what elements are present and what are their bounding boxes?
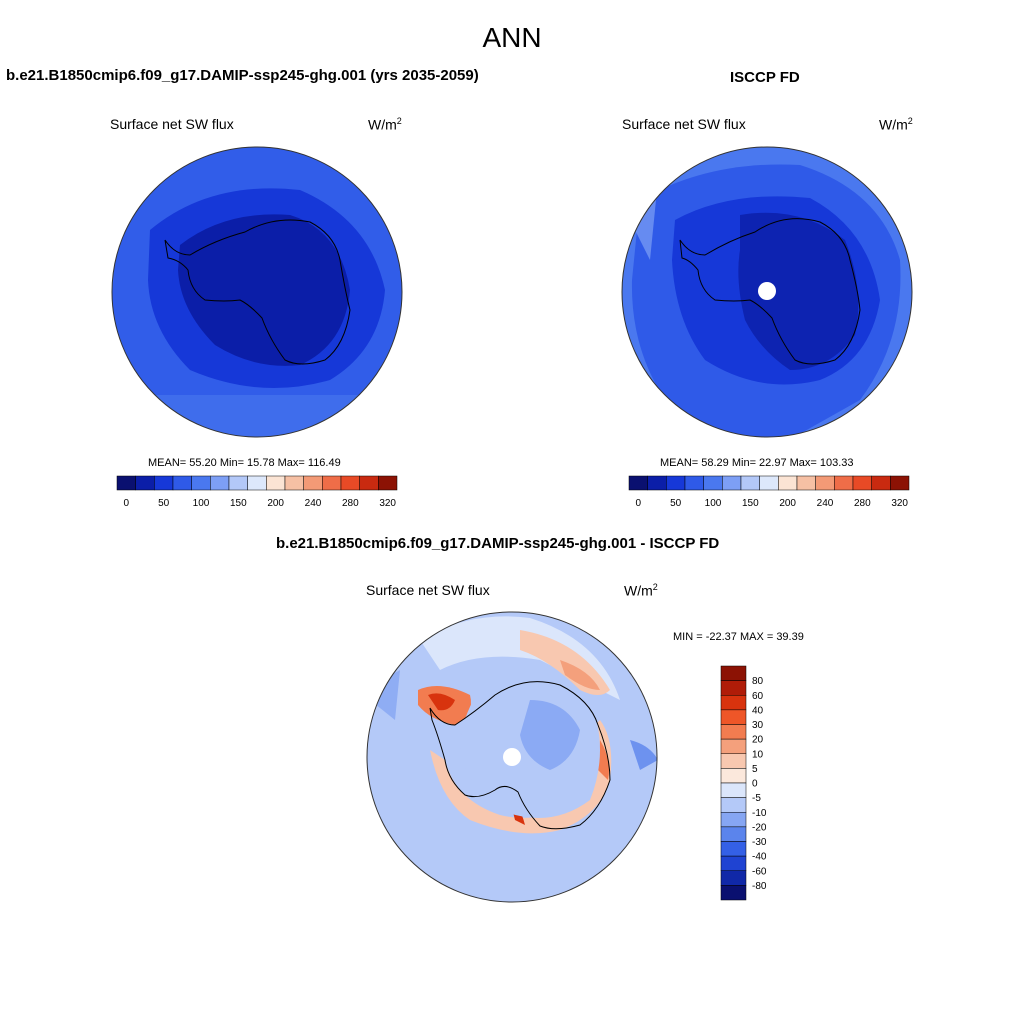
colorbar-label: 150 bbox=[742, 498, 759, 509]
right-colorbar: 0 50 100 150 200 240 280 320 bbox=[628, 475, 910, 509]
colorbar-swatch bbox=[720, 855, 747, 871]
colorbar-label: 320 bbox=[379, 498, 396, 509]
right-panel-stats: MEAN= 58.29 Min= 22.97 Max= 103.33 bbox=[660, 457, 854, 469]
colorbar-label: 200 bbox=[779, 498, 796, 509]
colorbar-label: 5 bbox=[752, 764, 758, 775]
colorbar-label: -20 bbox=[752, 822, 767, 833]
right-panel-units: W/m2 bbox=[879, 116, 913, 133]
colorbar-swatch bbox=[720, 826, 747, 842]
left-panel-units: W/m2 bbox=[368, 116, 402, 133]
diff-colorbar: 80 60 40 30 20 10 5 0 -5 -10 -20 -30 -40 -60 -80 bbox=[720, 665, 767, 901]
colorbar-swatch bbox=[720, 680, 747, 696]
page-title: ANN bbox=[482, 22, 542, 53]
colorbar-swatch bbox=[720, 753, 747, 769]
colorbar-swatch bbox=[720, 885, 747, 901]
right-panel-variable: Surface net SW flux bbox=[622, 116, 746, 132]
colorbar-label: 0 bbox=[636, 498, 642, 509]
colorbar-label: 100 bbox=[705, 498, 722, 509]
colorbar-label: -80 bbox=[752, 881, 767, 892]
colorbar-label: 50 bbox=[670, 498, 682, 509]
colorbar-label: 320 bbox=[891, 498, 908, 509]
colorbar-swatch bbox=[720, 724, 747, 740]
left-colorbar: 0 50 100 150 200 240 280 320 bbox=[116, 475, 398, 509]
left-panel-stats: MEAN= 55.20 Min= 15.78 Max= 116.49 bbox=[148, 457, 341, 469]
colorbar-swatch bbox=[720, 665, 747, 681]
colorbar-swatch bbox=[720, 812, 747, 828]
colorbar-swatch bbox=[720, 768, 747, 784]
colorbar-swatch bbox=[720, 738, 747, 754]
colorbar-label: 50 bbox=[158, 498, 170, 509]
right-panel-header: ISCCP FD bbox=[730, 69, 800, 86]
colorbar-label: 60 bbox=[752, 691, 764, 702]
colorbar-label: 150 bbox=[230, 498, 247, 509]
colorbar-label: 280 bbox=[854, 498, 871, 509]
diff-panel-units: W/m2 bbox=[624, 582, 658, 599]
left-panel-variable: Surface net SW flux bbox=[110, 116, 234, 132]
colorbar-label: -5 bbox=[752, 793, 761, 804]
colorbar-label: -40 bbox=[752, 852, 767, 863]
colorbar-swatch bbox=[720, 841, 747, 857]
colorbar-label: 0 bbox=[752, 779, 758, 790]
colorbar-label: 30 bbox=[752, 720, 764, 731]
colorbar-label: 40 bbox=[752, 705, 764, 716]
diff-panel-variable: Surface net SW flux bbox=[366, 582, 490, 598]
colorbar-label: -10 bbox=[752, 808, 767, 819]
colorbar-label: 240 bbox=[305, 498, 322, 509]
colorbar-swatch bbox=[720, 797, 747, 813]
colorbar-swatch bbox=[720, 695, 747, 711]
diff-panel-stats: MIN = -22.37 MAX = 39.39 bbox=[673, 631, 804, 643]
left-panel-header: b.e21.B1850cmip6.f09_g17.DAMIP-ssp245-gh… bbox=[6, 67, 479, 84]
colorbar-label: 100 bbox=[193, 498, 210, 509]
colorbar-label: 200 bbox=[267, 498, 284, 509]
colorbar-label: 10 bbox=[752, 749, 764, 760]
colorbar-label: 0 bbox=[124, 498, 130, 509]
colorbar-label: 240 bbox=[817, 498, 834, 509]
colorbar-label: 280 bbox=[342, 498, 359, 509]
colorbar-label: 80 bbox=[752, 676, 764, 687]
colorbar-label: -60 bbox=[752, 866, 767, 877]
colorbar-swatch bbox=[378, 475, 398, 491]
colorbar-swatch bbox=[720, 870, 747, 886]
colorbar-label: -30 bbox=[752, 837, 767, 848]
colorbar-swatch bbox=[890, 475, 910, 491]
colorbar-swatch bbox=[720, 782, 747, 798]
diff-panel-header: b.e21.B1850cmip6.f09_g17.DAMIP-ssp245-gh… bbox=[276, 535, 720, 552]
colorbar-label: 20 bbox=[752, 735, 764, 746]
colorbar-swatch bbox=[720, 709, 747, 725]
